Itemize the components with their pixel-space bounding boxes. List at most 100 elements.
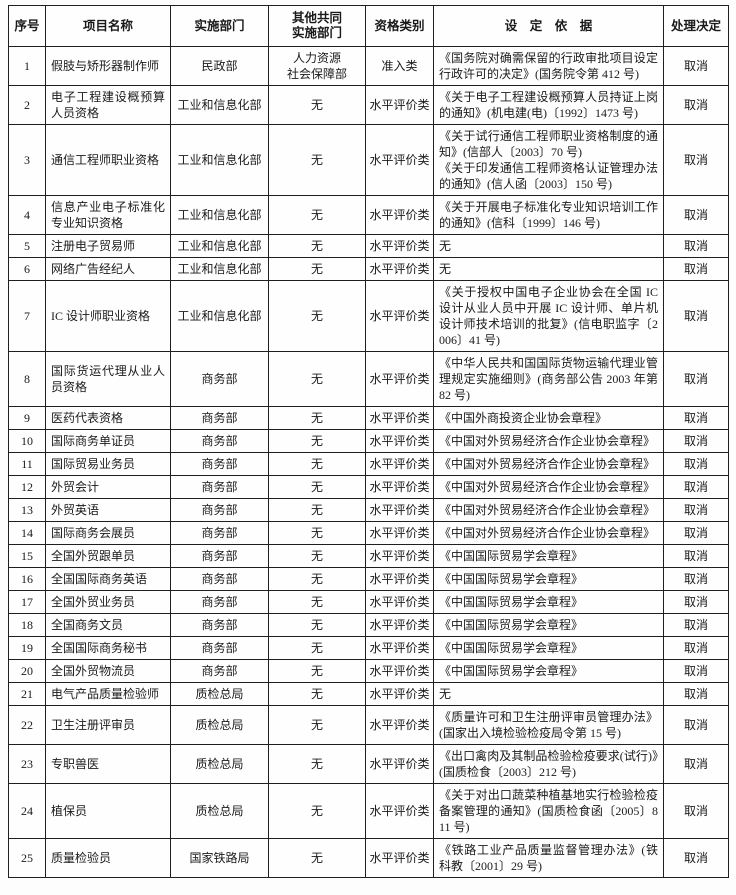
department-cell: 商务部 bbox=[170, 567, 269, 591]
table-row: 1 假肢与矫形器制作师 民政部 人力资源 社会保障部 准入类 《国务院对确需保留的行政审批… bbox=[8, 46, 729, 86]
row-number-cell: 20 bbox=[8, 659, 46, 683]
category-cell: 水平评价类 bbox=[365, 567, 434, 591]
category-cell: 水平评价类 bbox=[365, 124, 434, 196]
table-body: 1 假肢与矫形器制作师 民政部 人力资源 社会保障部 准入类 《国务院对确需保留的行政审批… bbox=[8, 46, 729, 878]
row-number-cell: 8 bbox=[8, 351, 46, 407]
project-name-cell: 卫生注册评审员 bbox=[45, 705, 171, 745]
co-department-cell: 无 bbox=[268, 351, 366, 407]
co-department-cell: 无 bbox=[268, 521, 366, 545]
category-cell: 水平评价类 bbox=[365, 429, 434, 453]
basis-cell: 《中国国际贸易学会章程》 bbox=[433, 659, 664, 683]
department-cell: 工业和信息化部 bbox=[170, 85, 269, 125]
col-header-department: 实施部门 bbox=[170, 5, 269, 47]
project-name-cell: 医药代表资格 bbox=[45, 406, 171, 430]
decision-cell: 取消 bbox=[663, 567, 729, 591]
table-row: 15 全国外贸跟单员 商务部无水平评价类 《中国国际贸易学会章程》 取消 bbox=[8, 544, 729, 568]
category-cell: 水平评价类 bbox=[365, 475, 434, 499]
category-cell: 准入类 bbox=[365, 46, 434, 86]
department-cell: 质检总局 bbox=[170, 783, 269, 839]
co-department-cell: 无 bbox=[268, 613, 366, 637]
decision-cell: 取消 bbox=[663, 521, 729, 545]
table-row: 22 卫生注册评审员 质检总局无水平评价类 《质量许可和卫生注册评审员管理办法》(国家… bbox=[8, 705, 729, 745]
qualification-table: 序号 项目名称 实施部门 其他共同 实施部门 资格类别 设 定 依 据 处理决定… bbox=[8, 5, 729, 878]
table-row: 20 全国外贸物流员 商务部无水平评价类 《中国国际贸易学会章程》 取消 bbox=[8, 659, 729, 683]
row-number-cell: 10 bbox=[8, 429, 46, 453]
basis-cell: 无 bbox=[433, 257, 664, 281]
col-header-project-name: 项目名称 bbox=[45, 5, 171, 47]
basis-cell: 《中国对外贸易经济合作企业协会章程》 bbox=[433, 475, 664, 499]
basis-cell: 《出口禽肉及其制品检验检疫要求(试行)》(国质检食〔2003〕212 号) bbox=[433, 744, 664, 784]
basis-cell: 《关于电子工程建设概预算人员持证上岗的通知》(机电建(电)〔1992〕1473 … bbox=[433, 85, 664, 125]
decision-cell: 取消 bbox=[663, 783, 729, 839]
department-cell: 商务部 bbox=[170, 429, 269, 453]
basis-cell: 《中国对外贸易经济合作企业协会章程》 bbox=[433, 429, 664, 453]
category-cell: 水平评价类 bbox=[365, 783, 434, 839]
co-department-cell: 无 bbox=[268, 124, 366, 196]
category-cell: 水平评价类 bbox=[365, 544, 434, 568]
basis-cell: 《关于授权中国电子企业协会在全国 IC 设计从业人员中开展 IC 设计师、单片机… bbox=[433, 280, 664, 352]
table-row: 23 专职兽医 质检总局无水平评价类 《出口禽肉及其制品检验检疫要求(试行)》(国质检… bbox=[8, 744, 729, 784]
project-name-cell: 全国国际商务秘书 bbox=[45, 636, 171, 660]
table-row: 10 国际商务单证员 商务部无水平评价类 《中国对外贸易经济合作企业协会章程》 取消 bbox=[8, 429, 729, 453]
row-number-cell: 7 bbox=[8, 280, 46, 352]
table-row: 12 外贸会计 商务部无水平评价类 《中国对外贸易经济合作企业协会章程》 取消 bbox=[8, 475, 729, 499]
project-name-cell: 通信工程师职业资格 bbox=[45, 124, 171, 196]
category-cell: 水平评价类 bbox=[365, 705, 434, 745]
category-cell: 水平评价类 bbox=[365, 351, 434, 407]
department-cell: 商务部 bbox=[170, 636, 269, 660]
project-name-cell: 专职兽医 bbox=[45, 744, 171, 784]
decision-cell: 取消 bbox=[663, 636, 729, 660]
row-number-cell: 9 bbox=[8, 406, 46, 430]
row-number-cell: 18 bbox=[8, 613, 46, 637]
project-name-cell: 信息产业电子标准化专业知识资格 bbox=[45, 195, 171, 235]
row-number-cell: 22 bbox=[8, 705, 46, 745]
basis-cell: 《关于开展电子标准化专业知识培训工作的通知》(信科〔1999〕146 号) bbox=[433, 195, 664, 235]
co-department-cell: 无 bbox=[268, 744, 366, 784]
project-name-cell: IC 设计师职业资格 bbox=[45, 280, 171, 352]
project-name-cell: 国际货运代理从业人员资格 bbox=[45, 351, 171, 407]
category-cell: 水平评价类 bbox=[365, 498, 434, 522]
table-row: 3 通信工程师职业资格 工业和信息化部无水平评价类 《关于试行通信工程师职业资格制度的… bbox=[8, 124, 729, 196]
department-cell: 质检总局 bbox=[170, 744, 269, 784]
table-row: 8 国际货运代理从业人员资格 商务部无水平评价类 《中华人民共和国国际货物运输代理业管… bbox=[8, 351, 729, 407]
category-cell: 水平评价类 bbox=[365, 636, 434, 660]
row-number-cell: 23 bbox=[8, 744, 46, 784]
decision-cell: 取消 bbox=[663, 351, 729, 407]
decision-cell: 取消 bbox=[663, 613, 729, 637]
project-name-cell: 植保员 bbox=[45, 783, 171, 839]
department-cell: 商务部 bbox=[170, 521, 269, 545]
decision-cell: 取消 bbox=[663, 406, 729, 430]
row-number-cell: 24 bbox=[8, 783, 46, 839]
co-department-cell: 无 bbox=[268, 544, 366, 568]
basis-cell: 无 bbox=[433, 682, 664, 706]
department-cell: 质检总局 bbox=[170, 705, 269, 745]
row-number-cell: 3 bbox=[8, 124, 46, 196]
department-cell: 商务部 bbox=[170, 613, 269, 637]
col-header-decision: 处理决定 bbox=[663, 5, 729, 47]
basis-cell: 《中国国际贸易学会章程》 bbox=[433, 590, 664, 614]
category-cell: 水平评价类 bbox=[365, 85, 434, 125]
decision-cell: 取消 bbox=[663, 498, 729, 522]
co-department-cell: 无 bbox=[268, 257, 366, 281]
decision-cell: 取消 bbox=[663, 744, 729, 784]
project-name-cell: 全国外贸跟单员 bbox=[45, 544, 171, 568]
category-cell: 水平评价类 bbox=[365, 406, 434, 430]
category-cell: 水平评价类 bbox=[365, 838, 434, 878]
basis-cell: 《中国对外贸易经济合作企业协会章程》 bbox=[433, 452, 664, 476]
department-cell: 国家铁路局 bbox=[170, 838, 269, 878]
category-cell: 水平评价类 bbox=[365, 280, 434, 352]
category-cell: 水平评价类 bbox=[365, 521, 434, 545]
decision-cell: 取消 bbox=[663, 257, 729, 281]
table-row: 9 医药代表资格 商务部无水平评价类 《中国外商投资企业协会章程》 取消 bbox=[8, 406, 729, 430]
basis-cell: 无 bbox=[433, 234, 664, 258]
co-department-cell: 无 bbox=[268, 567, 366, 591]
co-department-cell: 无 bbox=[268, 838, 366, 878]
basis-cell: 《国务院对确需保留的行政审批项目设定行政许可的决定》(国务院令第 412 号) bbox=[433, 46, 664, 86]
basis-cell: 《中国外商投资企业协会章程》 bbox=[433, 406, 664, 430]
basis-cell: 《中国国际贸易学会章程》 bbox=[433, 567, 664, 591]
row-number-cell: 12 bbox=[8, 475, 46, 499]
co-department-cell: 人力资源 社会保障部 bbox=[268, 46, 366, 86]
department-cell: 商务部 bbox=[170, 351, 269, 407]
department-cell: 商务部 bbox=[170, 452, 269, 476]
co-department-cell: 无 bbox=[268, 783, 366, 839]
